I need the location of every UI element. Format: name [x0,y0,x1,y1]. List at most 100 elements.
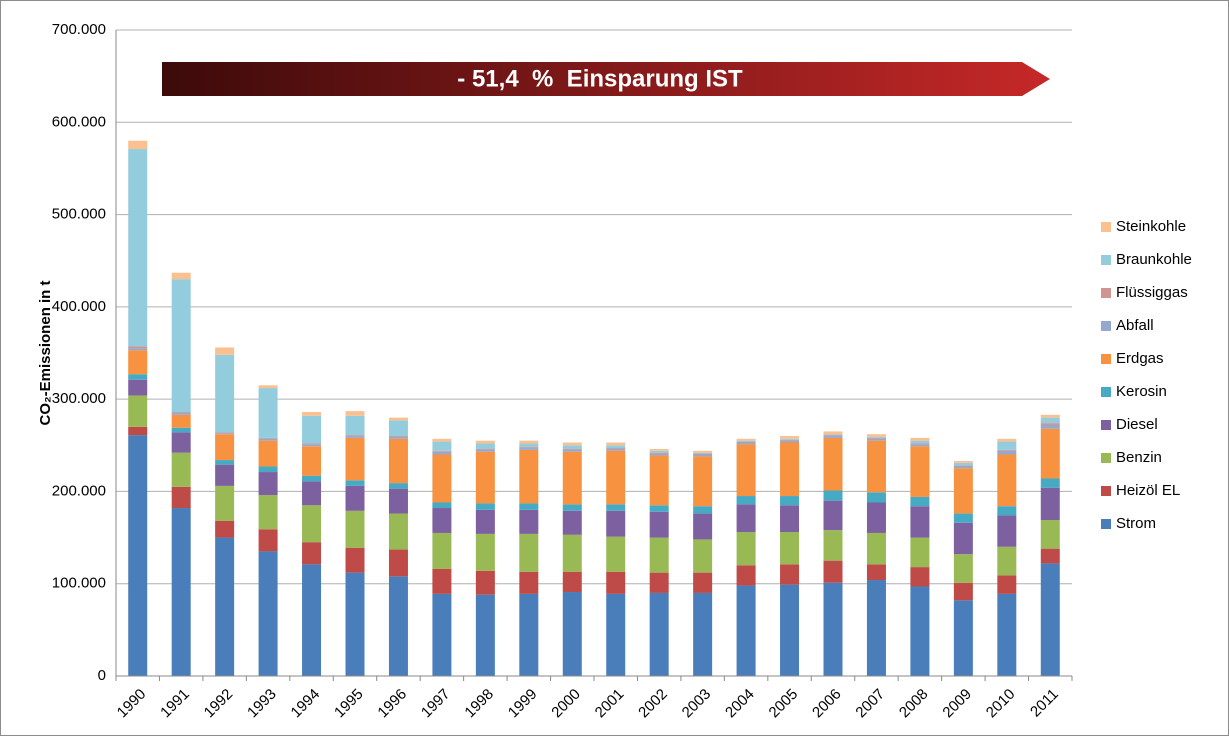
bar-segment [302,542,322,565]
bar-segment [128,346,148,349]
bar-segment [953,554,973,583]
bar-segment [953,465,973,467]
bar-segment [1040,563,1060,676]
bar-segment [606,448,626,449]
bar-segment [388,576,408,676]
bar-segment [780,439,800,441]
bar-segment [345,510,365,548]
bar-segment [910,567,930,587]
legend-swatch [1101,519,1111,529]
bar-segment [736,532,756,566]
bar-segment [649,592,669,676]
legend-label: Flüssiggas [1116,284,1188,301]
bar-segment [302,443,322,445]
bar-segment [345,411,365,416]
bar-segment [475,594,495,676]
bar-segment [953,582,973,601]
bar-segment [215,460,235,465]
bar-segment [388,420,408,437]
bar-segment [475,449,495,452]
bar-segment [128,350,148,375]
bar-segment [866,438,886,441]
bar-segment [1040,478,1060,488]
bar-segment [910,586,930,676]
bar-segment [823,582,843,676]
bar-segment [388,483,408,489]
bar-segment [1040,487,1060,521]
bar-segment [910,444,930,447]
bar-segment [388,417,408,421]
bar-segment [823,530,843,561]
bar-segment [258,466,278,473]
bar-segment [693,572,713,593]
bar-segment [171,412,191,413]
bar-segment [910,446,930,497]
bar-segment [215,485,235,521]
bar-segment [606,450,626,505]
bar-segment [606,448,626,451]
bar-segment [345,436,365,438]
bar-segment [258,440,278,467]
bar-segment [1040,417,1060,424]
bar-segment [171,508,191,676]
bar-segment [649,572,669,593]
bar-segment [649,511,669,538]
bar-segment [997,546,1017,576]
bar-segment [910,440,930,444]
bar-segment [432,532,452,569]
bar-segment [519,449,539,504]
bar-segment [780,496,800,506]
bar-segment [693,592,713,676]
bar-segment [606,442,626,446]
bar-segment [736,496,756,505]
bar-segment [823,437,843,491]
bar-segment [780,438,800,440]
bar-segment [997,450,1017,455]
bar-segment [823,434,843,436]
bar-segment [215,433,235,435]
y-axis-label: CO₂-Emissionen in t [37,280,54,425]
bar-segment [302,415,322,444]
bar-segment [215,537,235,676]
bar-segment [345,435,365,437]
bar-segment [432,441,452,451]
bar-segment [171,414,191,428]
bar-segment [866,434,886,437]
bar-segment [780,436,800,439]
legend-swatch [1101,222,1111,232]
y-tick-label: 600.000 [52,113,106,130]
bar-segment [953,600,973,676]
legend-label: Heizöl EL [1116,482,1180,499]
bar-segment [649,453,669,456]
bar-segment [302,475,322,482]
bar-segment [866,492,886,503]
bar-segment [1040,520,1060,549]
bar-segment [693,539,713,573]
bar-segment [562,592,582,676]
bar-segment [215,434,235,461]
bar-segment [302,481,322,506]
legend-swatch [1101,354,1111,364]
bar-segment [171,452,191,487]
bar-segment [562,449,582,452]
bar-segment [519,448,539,450]
legend-swatch [1101,321,1111,331]
bar-segment [736,585,756,676]
bar-segment [388,436,408,437]
bar-segment [953,460,973,463]
bar-segment [432,502,452,509]
bar-segment [736,504,756,533]
bar-segment [866,440,886,493]
bar-segment [823,436,843,438]
bar-segment [302,446,322,476]
bar-segment [997,438,1017,442]
bar-segment [171,272,191,280]
legend-label: Erdgas [1116,350,1164,367]
bar-segment [258,385,278,389]
bar-segment [823,431,843,435]
legend-label: Kerosin [1116,383,1167,400]
bar-segment [432,450,452,452]
bar-segment [562,534,582,572]
bar-segment [649,455,669,506]
